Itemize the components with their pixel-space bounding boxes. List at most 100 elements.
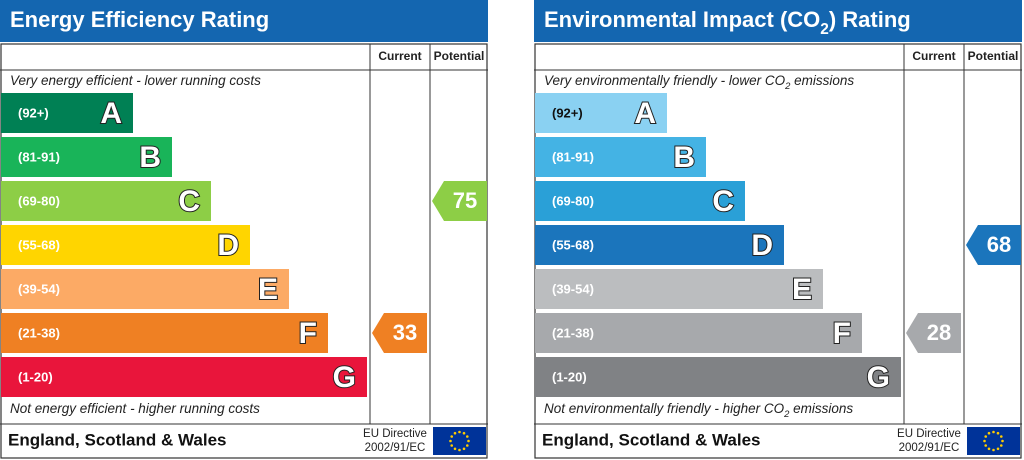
current-arrow [906, 313, 961, 353]
band-letter: G [867, 361, 890, 394]
band-range: (1-20) [18, 369, 53, 384]
band-letter: E [792, 273, 812, 306]
bottom-note: Not environmentally friendly - higher CO… [544, 401, 853, 420]
band-letter: A [634, 97, 656, 130]
band-letter: A [100, 97, 122, 130]
eu-star [453, 431, 457, 435]
potential-value: 75 [453, 188, 477, 213]
rating-band [535, 181, 745, 221]
band-range: (21-38) [552, 325, 594, 340]
eu-star [450, 435, 454, 438]
band-range: (92+) [552, 105, 583, 120]
eu-star [462, 447, 466, 451]
band-range: (21-38) [18, 325, 60, 340]
bottom-note-part: emissions [789, 401, 853, 416]
eu-star [999, 444, 1003, 447]
rating-band [535, 137, 706, 177]
current-value: 33 [393, 320, 417, 345]
band-letter: C [178, 185, 200, 218]
potential-value: 68 [987, 232, 1011, 257]
rating-band [1, 357, 367, 397]
top-note-part: 2 [784, 81, 791, 92]
band-range: (81-91) [552, 149, 594, 164]
eu-star [996, 447, 1000, 451]
panel-title: Energy Efficiency Rating [10, 7, 269, 32]
panel-title: Environmental Impact (CO2) Rating [544, 7, 911, 38]
eu-star [458, 448, 461, 452]
band-letter: C [712, 185, 734, 218]
bottom-note-part: 2 [783, 409, 790, 420]
title-bar [0, 0, 488, 42]
band-letter: D [751, 229, 773, 262]
eu-star [984, 444, 988, 447]
eu-star [458, 430, 461, 434]
band-range: (69-80) [552, 193, 594, 208]
panel-title-part: ) Rating [829, 7, 911, 32]
bottom-note-part: Not energy efficient - higher running co… [10, 401, 260, 416]
eu-star [992, 448, 995, 452]
eu-star [987, 447, 991, 451]
eu-star [1001, 439, 1004, 443]
eu-star [984, 435, 988, 438]
top-note-part: emissions [790, 73, 854, 88]
rating-band [1, 181, 211, 221]
band-range: (55-68) [552, 237, 594, 252]
title-bar [534, 0, 1022, 42]
panel-title-part: Environmental Impact (CO [544, 7, 820, 32]
top-note: Very energy efficient - lower running co… [10, 73, 261, 88]
band-letter: F [833, 317, 851, 350]
column-header: Potential [434, 49, 485, 63]
bottom-note: Not energy efficient - higher running co… [10, 401, 260, 416]
band-range: (1-20) [552, 369, 587, 384]
current-arrow [372, 313, 427, 353]
top-note-part: Very environmentally friendly - lower CO [544, 73, 786, 88]
top-note-part: Very energy efficient - lower running co… [10, 73, 261, 88]
band-letter: G [333, 361, 356, 394]
eu-star [467, 439, 470, 443]
column-header: Current [378, 49, 421, 63]
column-header: Current [912, 49, 955, 63]
rating-band [535, 225, 784, 265]
rating-band [1, 225, 250, 265]
potential-arrow [432, 181, 487, 221]
band-letter: D [217, 229, 239, 262]
rating-band [1, 137, 172, 177]
panel-title-part: 2 [820, 21, 829, 38]
directive-text: EU Directive [897, 428, 961, 440]
band-range: (69-80) [18, 193, 60, 208]
eu-star [462, 431, 466, 435]
potential-arrow [966, 225, 1021, 265]
bottom-note-part: Not environmentally friendly - higher CO [544, 401, 785, 416]
footer-text: England, Scotland & Wales [8, 430, 227, 449]
top-note: Very environmentally friendly - lower CO… [544, 73, 854, 92]
eu-star [465, 444, 469, 447]
rating-band [535, 269, 823, 309]
eu-star [987, 431, 991, 435]
band-letter: B [139, 141, 161, 174]
band-range: (39-54) [552, 281, 594, 296]
eu-star [983, 439, 986, 443]
band-range: (92+) [18, 105, 49, 120]
rating-band [535, 357, 901, 397]
directive-text: 2002/91/EC [365, 442, 426, 454]
rating-band [535, 313, 862, 353]
band-letter: E [258, 273, 278, 306]
band-range: (39-54) [18, 281, 60, 296]
band-letter: F [299, 317, 317, 350]
rating-band [1, 313, 328, 353]
eu-star [450, 444, 454, 447]
band-range: (55-68) [18, 237, 60, 252]
eu-star [453, 447, 457, 451]
eu-star [465, 435, 469, 438]
band-letter: B [673, 141, 695, 174]
panel-title-part: Energy Efficiency Rating [10, 7, 269, 32]
directive-text: 2002/91/EC [899, 442, 960, 454]
rating-band [535, 93, 667, 133]
band-range: (81-91) [18, 149, 60, 164]
current-value: 28 [927, 320, 951, 345]
eu-star [996, 431, 1000, 435]
directive-text: EU Directive [363, 428, 427, 440]
column-header: Potential [968, 49, 1019, 63]
eu-star [449, 439, 452, 443]
